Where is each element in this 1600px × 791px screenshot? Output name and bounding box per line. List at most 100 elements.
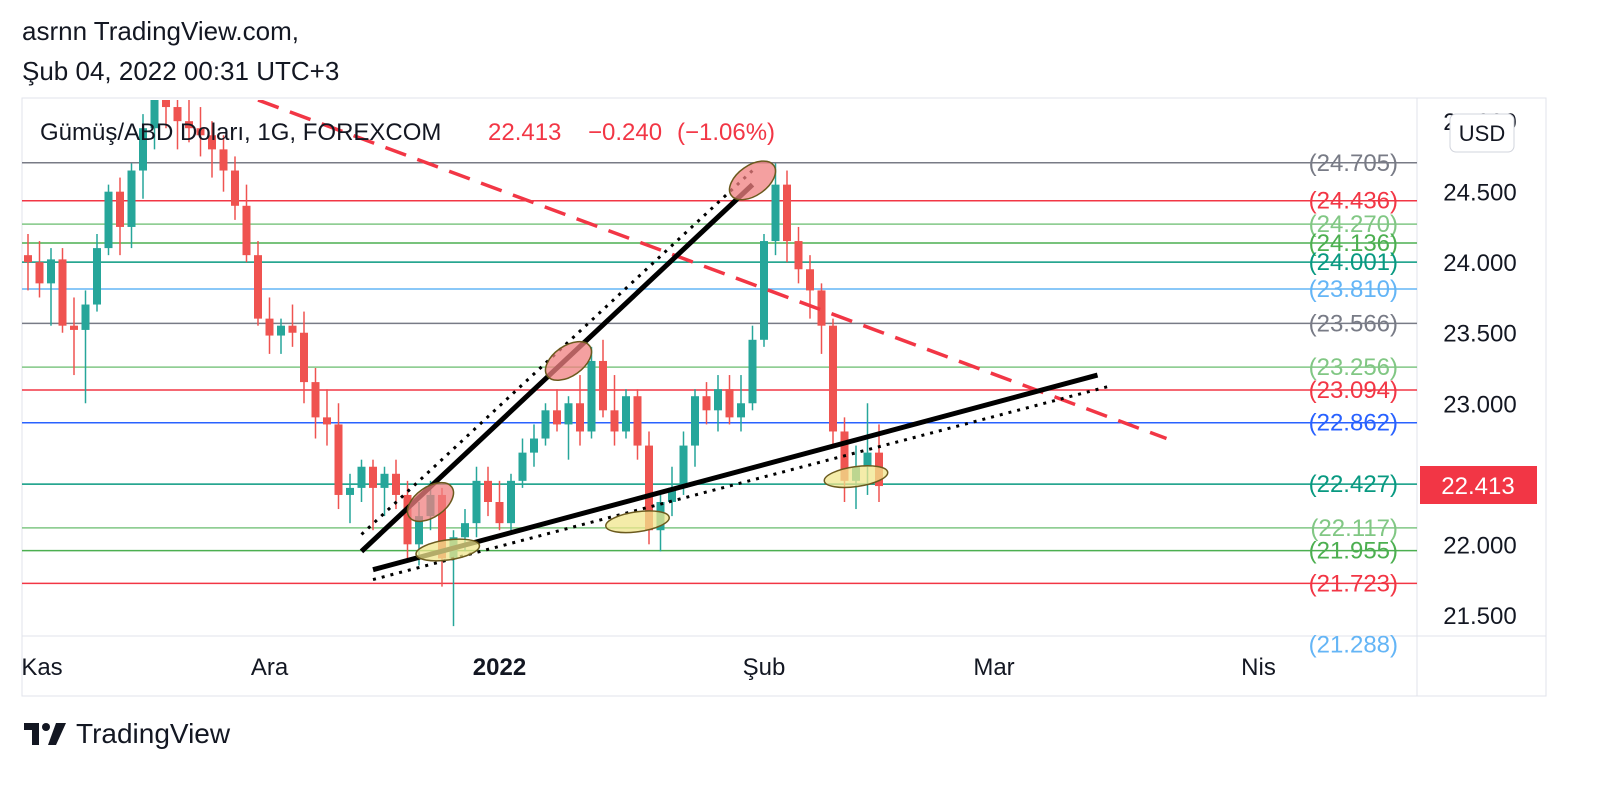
x-tick-label: 2022: [473, 654, 526, 681]
level-label: (21.723): [1309, 570, 1398, 597]
candle-body: [277, 325, 285, 336]
currency-label: USD: [1459, 121, 1505, 146]
trendline-dashed[interactable]: [257, 100, 1168, 441]
legend-price: 22.413: [488, 119, 561, 146]
candle-body: [495, 502, 504, 524]
candle-body: [610, 410, 619, 432]
candle-body: [472, 480, 481, 524]
candle-body: [311, 382, 320, 418]
y-tick-label: 23.500: [1443, 321, 1516, 348]
candle-body: [679, 445, 688, 488]
x-tick-label: Ara: [251, 654, 289, 681]
candle-body: [334, 424, 343, 495]
highlight-ellipse[interactable]: [415, 536, 481, 565]
candle-body: [254, 255, 262, 319]
footer-brand[interactable]: TradingView: [22, 718, 230, 750]
level-label: (22.427): [1309, 471, 1398, 498]
last-price-badge: 22.413: [1420, 466, 1537, 504]
candle-body: [564, 403, 573, 425]
tradingview-logo-icon: [24, 723, 66, 745]
candle-body: [219, 149, 228, 171]
candle-body: [415, 516, 423, 545]
candle-body: [863, 452, 872, 467]
candle-body: [771, 184, 780, 242]
x-tick-label: Kas: [21, 654, 62, 681]
candle-body: [196, 128, 205, 136]
candle-body: [530, 438, 538, 453]
highlight-ellipse[interactable]: [401, 475, 461, 529]
candle-body: [127, 170, 136, 227]
x-tick-label: Mar: [973, 654, 1014, 681]
candle-body: [380, 473, 389, 488]
candle-body: [357, 466, 366, 488]
candle-body: [553, 410, 561, 425]
candle-body: [35, 262, 44, 284]
trendline-solid[interactable]: [372, 372, 1099, 573]
candle-body: [737, 403, 745, 418]
candle-body: [507, 480, 515, 524]
level-label: (23.810): [1309, 276, 1398, 303]
highlight-ellipse[interactable]: [823, 462, 889, 491]
candle-body: [47, 259, 55, 284]
candle-body: [748, 339, 757, 404]
candle-body: [70, 325, 78, 330]
trendline-dotted[interactable]: [372, 384, 1110, 582]
candle-body: [633, 396, 642, 446]
candle-body: [24, 255, 32, 263]
level-label: (24.136): [1309, 230, 1398, 257]
level-label: (23.094): [1309, 377, 1398, 404]
level-label: (24.436): [1309, 188, 1398, 215]
candle-body: [576, 403, 584, 432]
currency-button[interactable]: USD: [1449, 113, 1515, 153]
candle-body: [714, 389, 722, 411]
level-label: (22.117): [1310, 515, 1398, 542]
legend-symbol: Gümüş/ABD Doları, 1G, FOREXCOM: [40, 119, 441, 146]
candle-body: [794, 241, 803, 270]
candle-body: [438, 494, 446, 559]
author-line: asrnn TradingView.com,: [22, 16, 299, 46]
candle-body: [58, 259, 67, 326]
candle-body: [461, 523, 469, 538]
candle-body: [622, 396, 630, 432]
level-label: (24.001): [1309, 249, 1398, 276]
level-label: (24.270): [1309, 211, 1398, 238]
highlight-ellipse[interactable]: [604, 507, 670, 536]
candle-body: [231, 170, 239, 206]
candle-body: [265, 318, 274, 336]
y-tick-label: 24.500: [1443, 180, 1516, 207]
y-tick-label: 24.000: [1443, 250, 1516, 277]
level-label: (23.566): [1309, 310, 1398, 337]
candle-body: [81, 304, 90, 330]
candle-body: [403, 494, 412, 545]
candle-body: [599, 360, 607, 411]
last-price-label: 22.413: [1441, 473, 1514, 500]
candle-body: [806, 269, 814, 291]
candle-body: [702, 396, 711, 411]
candle-body: [587, 360, 596, 432]
chart-frame: [21, 97, 1547, 697]
y-tick-label: 23.000: [1443, 391, 1516, 418]
x-tick-label: Şub: [743, 654, 786, 681]
candle-body: [139, 128, 147, 171]
candle-body: [185, 121, 193, 129]
candle-body: [369, 466, 377, 488]
candle-body: [668, 487, 676, 502]
candle-body: [829, 325, 837, 432]
candle-body: [760, 241, 768, 340]
candle-body: [242, 205, 251, 256]
level-label: (21.955): [1309, 538, 1398, 565]
candle-body: [691, 396, 699, 446]
highlight-ellipse[interactable]: [539, 334, 599, 388]
y-tick-label: 22.000: [1443, 532, 1516, 559]
candle-body: [518, 452, 527, 481]
candle-body: [817, 290, 826, 326]
candle-body: [725, 389, 734, 418]
candle-body: [288, 325, 297, 333]
candle-body: [484, 480, 492, 502]
candle-body: [323, 417, 331, 425]
x-tick-label: Nis: [1241, 654, 1276, 681]
highlight-ellipse[interactable]: [723, 153, 783, 207]
level-label: (22.862): [1309, 410, 1398, 437]
candle-body: [173, 107, 182, 122]
